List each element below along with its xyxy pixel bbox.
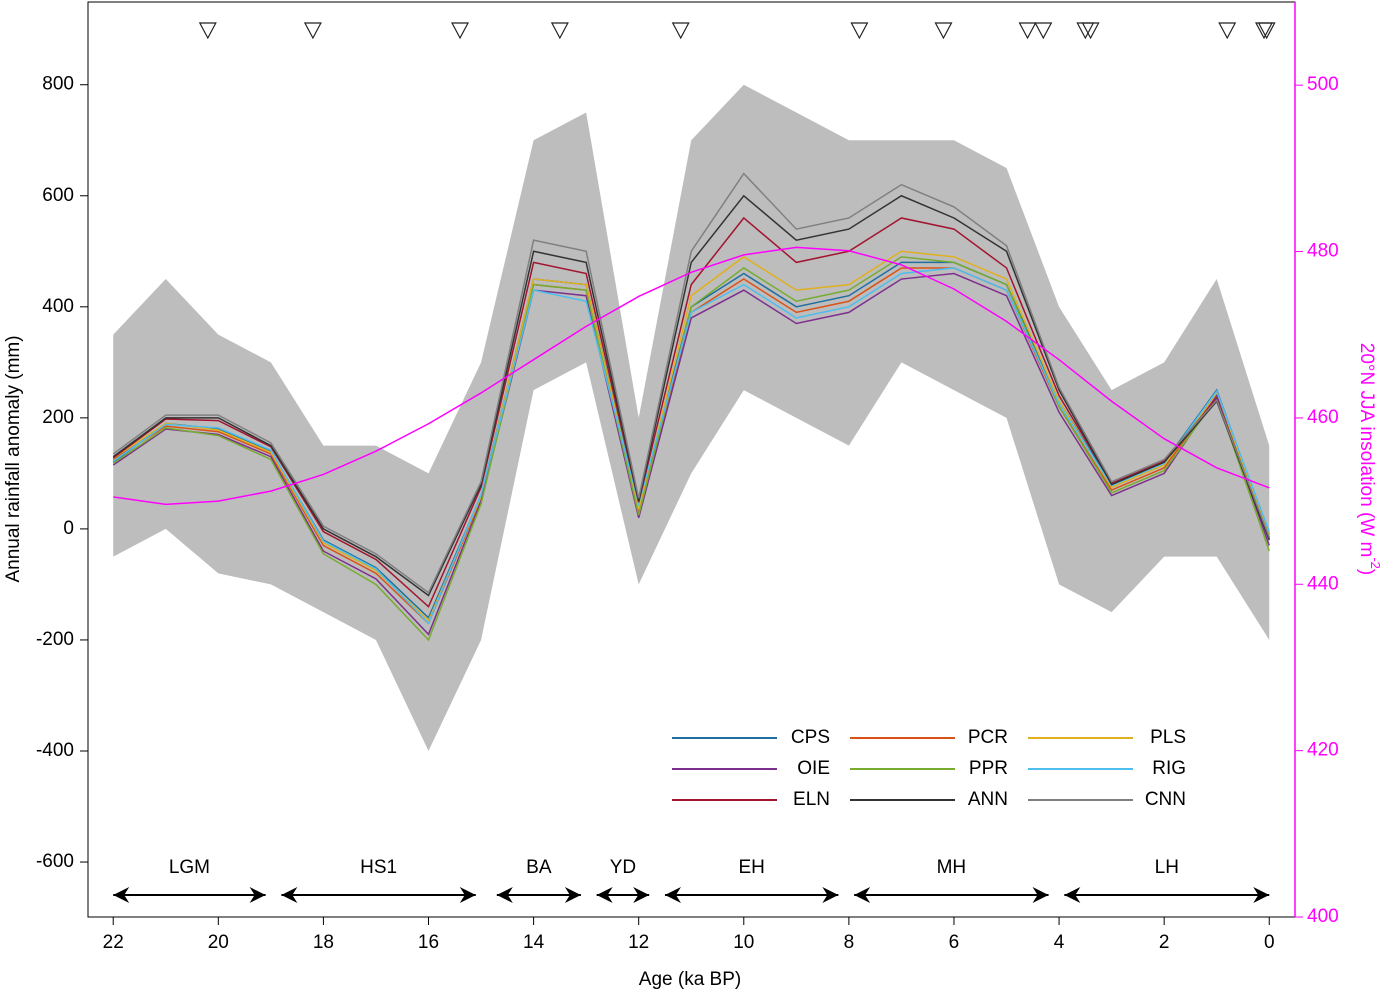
x-axis-label: Age (ka BP) — [639, 969, 741, 990]
y-tick-label: -200 — [36, 629, 74, 650]
arrow-head — [633, 887, 650, 903]
dating-marker — [1218, 22, 1237, 40]
y2-tick-label: 480 — [1307, 241, 1339, 262]
dating-marker — [671, 22, 690, 40]
y2-label-end: ) — [1356, 569, 1377, 575]
dating-marker — [1255, 22, 1273, 40]
arrow-head — [113, 887, 130, 903]
dating-marker — [198, 22, 217, 40]
legend-label: RIG — [1152, 758, 1186, 779]
period-label: BA — [526, 857, 552, 878]
arrow-head — [1253, 887, 1270, 903]
period-label: YD — [610, 857, 636, 878]
arrow-head — [854, 887, 871, 903]
y-tick-label: 800 — [42, 74, 74, 95]
dating-marker — [303, 22, 322, 40]
y-tick-label: 400 — [42, 296, 74, 317]
legend-label: PPR — [969, 758, 1008, 779]
y-tick-label: 200 — [42, 407, 74, 428]
arrow-head — [664, 887, 681, 903]
x-tick-label: 8 — [844, 932, 855, 953]
dating-marker — [1076, 22, 1095, 40]
x-tick-label: 20 — [208, 932, 229, 953]
arrow-head — [596, 887, 613, 903]
dating-marker — [1018, 22, 1037, 40]
dating-marker — [1081, 22, 1100, 40]
series-line — [112, 256, 1270, 642]
x-tick-label: 6 — [949, 932, 960, 953]
series-line — [112, 267, 1270, 625]
y-tick-label: 600 — [42, 185, 74, 206]
x-tick-label: 12 — [628, 932, 649, 953]
legend-label: PLS — [1150, 727, 1186, 748]
arrow-head — [459, 887, 476, 903]
legend-label: ANN — [968, 789, 1008, 810]
x-tick-label: 22 — [103, 932, 124, 953]
period-label: LGM — [169, 857, 210, 878]
arrow-head — [249, 887, 266, 903]
legend-label: ELN — [793, 789, 830, 810]
y2-label-sup: -2 — [1368, 557, 1383, 569]
x-tick-label: 4 — [1054, 932, 1065, 953]
period-label: MH — [937, 857, 967, 878]
x-tick-label: 10 — [733, 932, 754, 953]
dating-marker — [451, 22, 470, 40]
legend-label: CPS — [791, 727, 830, 748]
y2-tick-label: 440 — [1307, 573, 1339, 594]
dating-marker — [550, 22, 569, 40]
arrow-head — [564, 887, 581, 903]
x-tick-label: 0 — [1264, 932, 1275, 953]
dating-marker — [1034, 22, 1053, 40]
series-line — [112, 172, 1270, 594]
period-label: HS1 — [360, 857, 397, 878]
period-label: EH — [738, 857, 764, 878]
y-tick-label: -400 — [36, 740, 74, 761]
y2-axis-label: 20°N JJA insolation (W m-2) — [1356, 343, 1383, 575]
arrow-head — [822, 887, 839, 903]
series-line — [112, 194, 1270, 597]
y-tick-label: 0 — [63, 518, 74, 539]
y2-tick-label: 400 — [1307, 906, 1339, 927]
insolation-line — [113, 246, 1270, 506]
y2-tick-label: 460 — [1307, 407, 1339, 428]
series-line — [112, 216, 1270, 608]
x-tick-label: 2 — [1159, 932, 1170, 953]
x-tick-label: 14 — [523, 932, 545, 953]
uncertainty-band — [113, 84, 1270, 751]
y2-tick-label: 420 — [1307, 740, 1339, 761]
x-tick-label: 18 — [313, 932, 334, 953]
legend-label: OIE — [797, 758, 830, 779]
y-tick-label: -600 — [36, 851, 74, 872]
arrow-head — [281, 887, 298, 903]
x-tick-label: 16 — [418, 932, 439, 953]
y2-tick-label: 500 — [1307, 74, 1339, 95]
dating-marker — [1257, 22, 1276, 40]
legend-label: PCR — [968, 727, 1008, 748]
arrow-head — [1032, 887, 1049, 903]
arrow-head — [1064, 887, 1081, 903]
dating-marker — [850, 22, 869, 40]
period-label: LH — [1155, 857, 1179, 878]
y2-label-text: 20°N JJA insolation (W m — [1356, 343, 1377, 558]
y-axis-label: Annual rainfall anomaly (mm) — [3, 335, 24, 582]
dating-marker — [934, 22, 953, 40]
series-line — [112, 272, 1270, 636]
arrow-head — [496, 887, 513, 903]
legend-label: CNN — [1145, 789, 1186, 810]
